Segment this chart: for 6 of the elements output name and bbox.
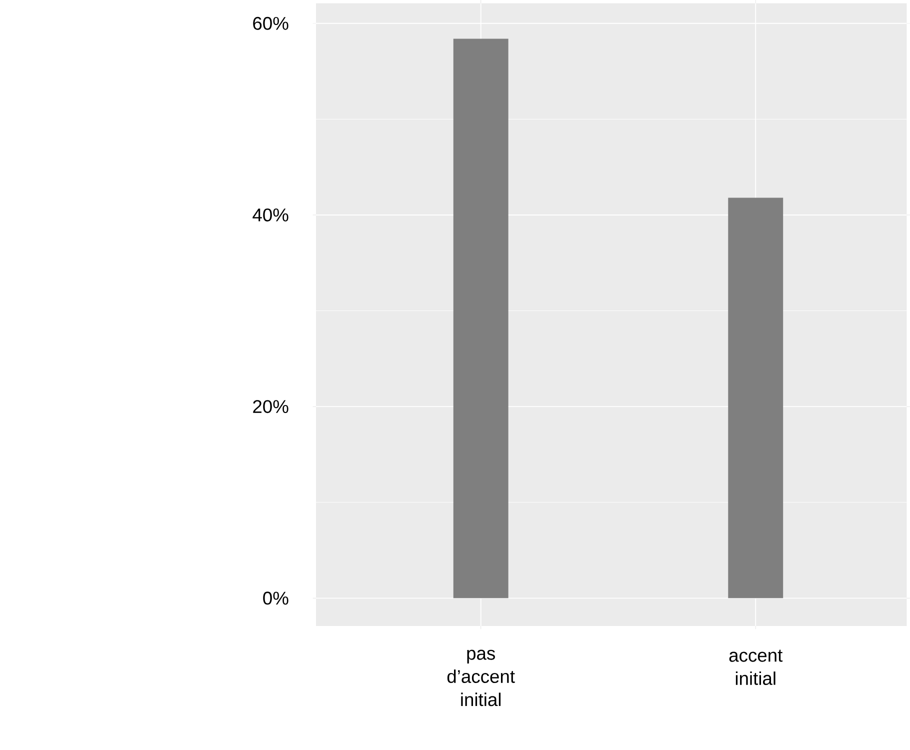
y-tick-label: 40% bbox=[252, 208, 288, 222]
y-tick-label: 0% bbox=[263, 591, 288, 604]
x-tick-label: pas d’accent initial bbox=[447, 650, 515, 706]
y-tick-label: 20% bbox=[253, 400, 288, 413]
y-tick-label: 60% bbox=[253, 16, 288, 30]
x-tick-label: accent initial bbox=[729, 650, 783, 685]
